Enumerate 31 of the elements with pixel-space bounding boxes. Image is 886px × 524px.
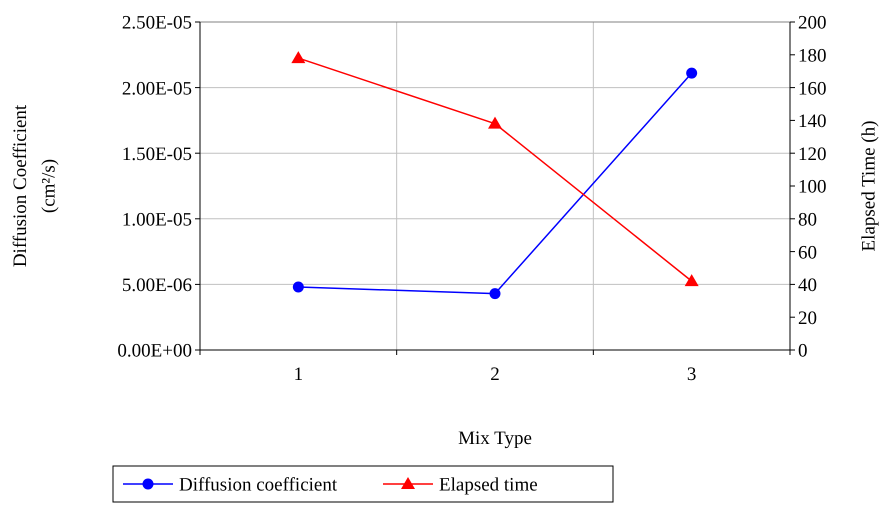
x-axis-title: Mix Type (458, 428, 532, 449)
y2-tick-label: 0 (798, 340, 808, 362)
legend-label: Diffusion coefficient (179, 474, 338, 496)
point (488, 116, 502, 129)
point (686, 68, 698, 79)
y-axis-title: Diffusion Coefficient (cm²/s) (10, 104, 60, 268)
y2-tick-label: 20 (798, 308, 817, 329)
point (490, 288, 500, 300)
y2-tick-label: 40 (798, 275, 817, 296)
x-tick-label: 3 (686, 364, 696, 385)
x-tick-label: 1 (294, 364, 304, 385)
y2-tick-label: 140 (798, 111, 826, 132)
point (684, 274, 699, 286)
x-tick-label: 2 (490, 364, 500, 385)
y-tick-label: 2.00E-05 (122, 78, 192, 100)
y-tick-label: 5.00E-06 (122, 275, 192, 296)
y2-tick-label: 120 (798, 144, 826, 165)
y2-tick-label: 160 (798, 78, 826, 100)
y-tick-label: 1.50E-05 (122, 144, 192, 165)
y-tick-label: 1.00E-05 (122, 209, 192, 230)
y2-axis-title: Elapsed Time (h) (858, 120, 880, 252)
y-tick-label: 2.50E-05 (122, 12, 192, 34)
legend-label: Elapsed time (439, 474, 538, 496)
y2-tick-label: 100 (798, 176, 826, 198)
y2-tick-label: 80 (798, 209, 817, 230)
y2-tick-label: 180 (798, 45, 826, 66)
y2-tick-label: 60 (798, 242, 817, 264)
point (292, 282, 304, 293)
y2-tick-label: 200 (798, 12, 826, 34)
y-tick-label: 0.00E+00 (117, 340, 192, 362)
point (291, 51, 306, 64)
